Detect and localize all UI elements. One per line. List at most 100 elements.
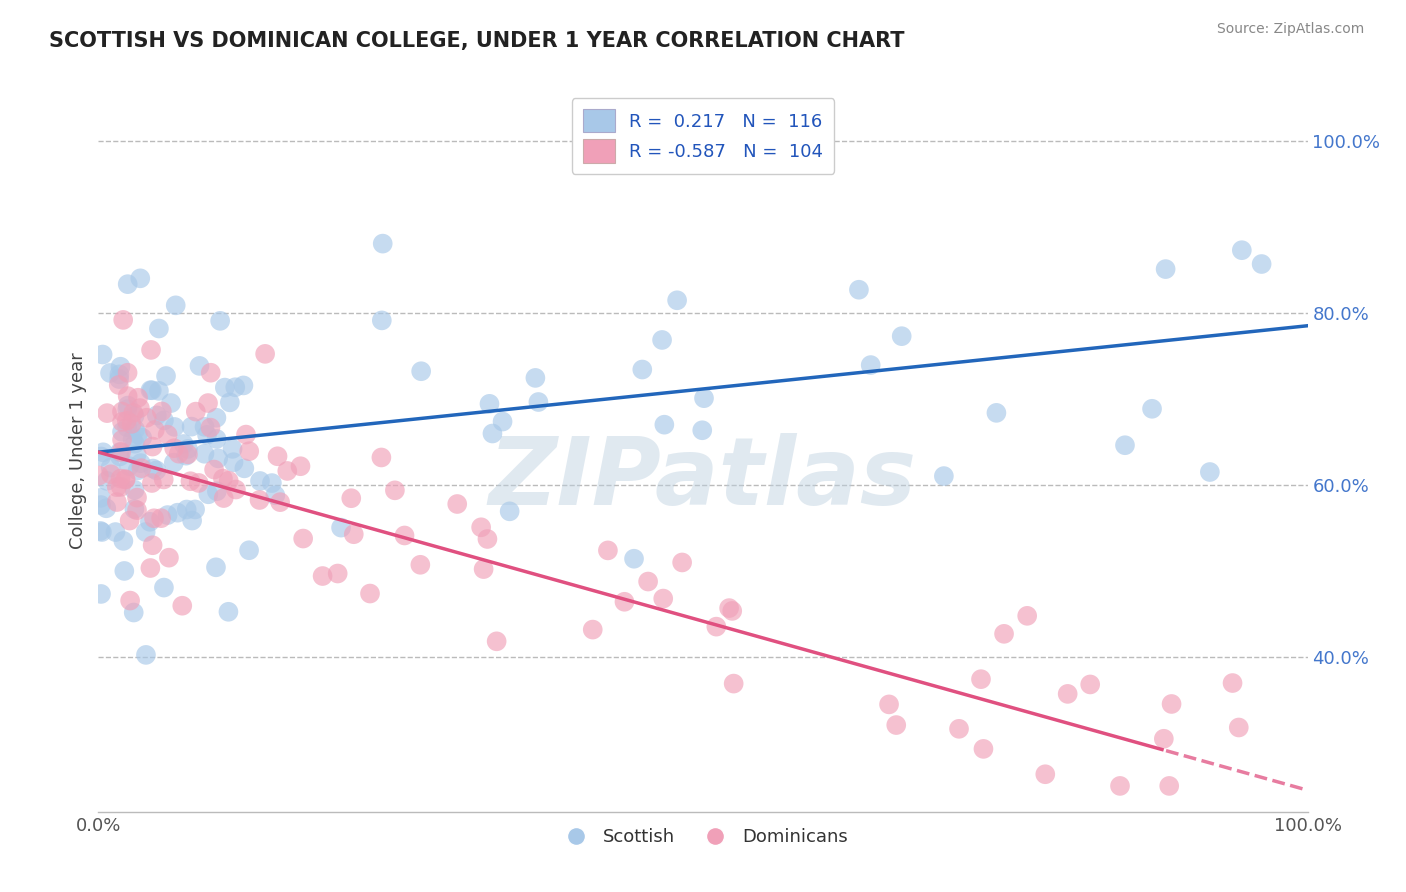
Point <box>115 420 138 434</box>
Point <box>118 459 141 474</box>
Point <box>139 515 162 529</box>
Point <box>1222 676 1244 690</box>
Text: Source: ZipAtlas.com: Source: ZipAtlas.com <box>1216 22 1364 37</box>
Point <box>135 648 157 662</box>
Point <box>238 444 260 458</box>
Point <box>153 413 176 427</box>
Point <box>127 427 149 442</box>
Point <box>690 423 713 437</box>
Point <box>129 456 152 470</box>
Point <box>177 442 200 456</box>
Point <box>195 428 218 442</box>
Point <box>623 551 645 566</box>
Point <box>110 472 132 486</box>
Point <box>205 484 228 499</box>
Point <box>141 475 163 490</box>
Point <box>1153 731 1175 746</box>
Point <box>249 474 271 488</box>
Point <box>179 474 201 488</box>
Point <box>180 419 202 434</box>
Point <box>212 491 235 505</box>
Point <box>143 511 166 525</box>
Point <box>148 384 170 398</box>
Point <box>108 368 131 382</box>
Point <box>131 461 153 475</box>
Point <box>498 504 520 518</box>
Point <box>222 455 245 469</box>
Point <box>177 447 200 461</box>
Point <box>409 558 432 572</box>
Point <box>340 491 363 506</box>
Point <box>212 472 235 486</box>
Point <box>260 476 283 491</box>
Point <box>394 528 416 542</box>
Point <box>326 566 349 581</box>
Point <box>666 293 689 308</box>
Point <box>111 404 134 418</box>
Point <box>142 538 165 552</box>
Point <box>359 586 381 600</box>
Point <box>148 321 170 335</box>
Point <box>970 672 993 686</box>
Point <box>209 314 232 328</box>
Point <box>172 599 194 613</box>
Point <box>125 503 148 517</box>
Point <box>1250 257 1272 271</box>
Point <box>249 493 271 508</box>
Point <box>1017 608 1039 623</box>
Point <box>117 277 139 292</box>
Point <box>276 464 298 478</box>
Point <box>877 698 900 712</box>
Point <box>972 742 994 756</box>
Point <box>200 420 222 434</box>
Point <box>188 359 211 373</box>
Point <box>110 480 132 494</box>
Point <box>91 445 114 459</box>
Point <box>124 502 146 516</box>
Point <box>117 402 139 417</box>
Point <box>1227 721 1250 735</box>
Point <box>721 604 744 618</box>
Point <box>142 440 165 454</box>
Point <box>193 419 215 434</box>
Point <box>150 511 173 525</box>
Point <box>98 366 121 380</box>
Point <box>108 445 131 459</box>
Point <box>224 380 246 394</box>
Point <box>207 451 229 466</box>
Point <box>90 491 112 505</box>
Point <box>596 543 619 558</box>
Point <box>121 433 143 447</box>
Point <box>478 397 501 411</box>
Point <box>582 623 605 637</box>
Point <box>485 634 508 648</box>
Point <box>156 427 179 442</box>
Point <box>96 406 118 420</box>
Point <box>254 347 277 361</box>
Point <box>1199 465 1222 479</box>
Point <box>371 313 394 327</box>
Point <box>139 383 162 397</box>
Point <box>269 495 291 509</box>
Point <box>1230 243 1253 257</box>
Point <box>90 450 112 464</box>
Point <box>218 474 240 488</box>
Point <box>111 425 134 439</box>
Point <box>225 483 247 497</box>
Point <box>118 514 141 528</box>
Point <box>176 502 198 516</box>
Point <box>264 488 287 502</box>
Y-axis label: College, Under 1 year: College, Under 1 year <box>69 352 87 549</box>
Point <box>120 593 142 607</box>
Point <box>637 574 659 589</box>
Point <box>1109 779 1132 793</box>
Point <box>122 606 145 620</box>
Point <box>96 474 118 488</box>
Point <box>104 524 127 539</box>
Point <box>343 527 366 541</box>
Point <box>131 431 153 445</box>
Point <box>167 447 190 461</box>
Point <box>651 333 673 347</box>
Point <box>986 406 1008 420</box>
Point <box>884 718 907 732</box>
